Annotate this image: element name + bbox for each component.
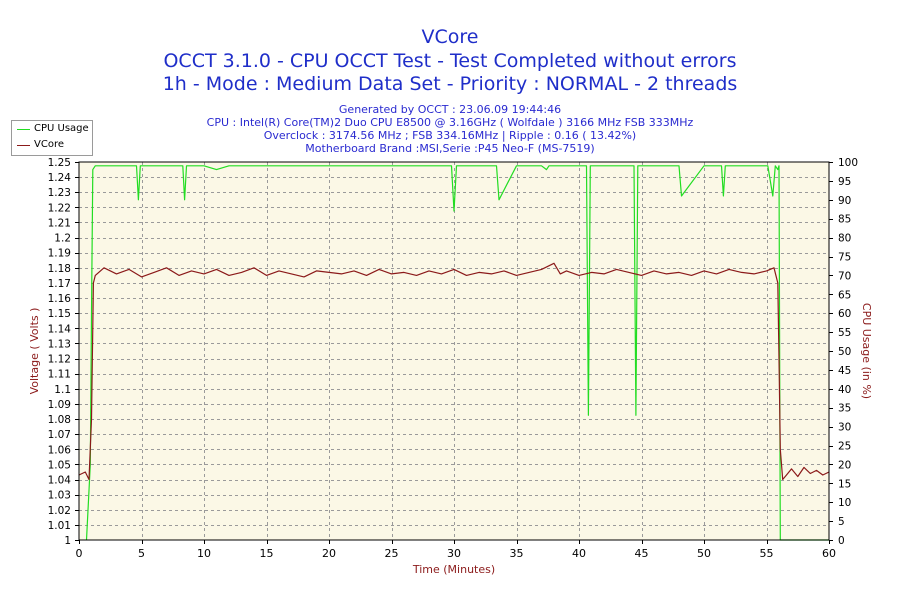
x-tick-label: 20	[322, 547, 336, 560]
series-layer	[78, 165, 830, 541]
legend-item-vcore: VCore	[12, 137, 92, 153]
info-generated: Generated by OCCT : 23.06.09 19:44:46	[338, 103, 562, 116]
info-cpu: CPU : Intel(R) Core(TM)2 Duo CPU E8500 @…	[206, 116, 694, 129]
y-left-tick-label: 1.21	[48, 217, 71, 229]
y-axis-label-left: Voltage ( Volts )	[28, 308, 41, 395]
info-motherboard: Motherboard Brand :MSI,Serie :P45 Neo-F …	[305, 142, 595, 155]
y-left-tick-label: 1.19	[48, 248, 71, 260]
y-right-tick-label: 65	[838, 289, 851, 301]
grid-lines	[79, 162, 829, 540]
x-tick-label: 30	[447, 547, 461, 560]
x-tick-label: 35	[510, 547, 524, 560]
y-right-tick-label: 30	[838, 422, 851, 434]
x-tick-label: 0	[76, 547, 83, 560]
x-tick-label: 40	[572, 547, 586, 560]
chart-legend: CPU Usage VCore	[11, 120, 93, 156]
chart-title: VCore	[421, 26, 479, 48]
series-line-cpu-usage	[85, 165, 829, 541]
x-tick-label: 25	[385, 547, 399, 560]
y-left-tick-label: 1.09	[48, 399, 71, 411]
info-overclock: Overclock : 3174.56 MHz ; FSB 334.16MHz …	[263, 129, 637, 142]
y-right-tick-label: 35	[838, 403, 851, 415]
y-right-tick-label: 15	[838, 478, 851, 490]
y-left-tick-label: 1.03	[48, 490, 71, 502]
y-left-tick-label: 1.14	[48, 323, 72, 335]
y-right-tick-label: 50	[838, 346, 851, 358]
x-axis-label: Time (Minutes)	[412, 563, 495, 576]
legend-item-cpu-usage: CPU Usage	[12, 121, 92, 137]
y-right-tick-label: 40	[838, 384, 851, 396]
x-tick-label: 55	[760, 547, 774, 560]
y-left-tick-label: 1.22	[48, 202, 71, 214]
y-right-tick-label: 90	[838, 195, 851, 207]
x-tick-label: 50	[697, 547, 711, 560]
y-left-tick-label: 1.25	[48, 157, 71, 169]
y-right-tick-label: 20	[838, 459, 851, 471]
y-right-tick-label: 75	[838, 252, 851, 264]
y-left-tick-label: 1.16	[48, 293, 72, 305]
y-right-tick-label: 70	[838, 270, 851, 282]
y-left-tick-label: 1.01	[48, 520, 71, 532]
y-left-tick-label: 1.15	[48, 308, 71, 320]
y-left-tick-label: 1.2	[54, 233, 71, 245]
chart-subtitle-2: 1h - Mode : Medium Data Set - Priority :…	[162, 73, 738, 95]
legend-swatch-vcore	[17, 145, 30, 146]
y-left-tick-label: 1.04	[48, 475, 72, 487]
y-axis-label-right: CPU Usage (in %)	[860, 303, 873, 399]
y-left-tick-label: 1.1	[54, 384, 71, 396]
y-left-tick-label: 1.06	[48, 444, 72, 456]
y-right-tick-label: 60	[838, 308, 851, 320]
y-left-tick-label: 1.11	[48, 369, 71, 381]
y-right-tick-label: 5	[838, 516, 845, 528]
x-tick-label: 60	[822, 547, 836, 560]
y-left-tick-label: 1.02	[48, 505, 71, 517]
y-right-tick-label: 80	[838, 233, 851, 245]
y-left-tick-label: 1.07	[48, 429, 71, 441]
y-right-tick-label: 100	[838, 157, 858, 169]
y-left-tick-label: 1.23	[48, 187, 71, 199]
y-right-tick-label: 85	[838, 214, 851, 226]
y-right-tick-label: 25	[838, 441, 851, 453]
y-left-tick-label: 1.12	[48, 354, 71, 366]
x-tick-label: 5	[138, 547, 145, 560]
x-tick-label: 10	[197, 547, 211, 560]
y-left-tick-label: 1.24	[48, 172, 72, 184]
y-right-tick-label: 10	[838, 497, 851, 509]
x-tick-label: 45	[635, 547, 649, 560]
y-left-tick-label: 1.18	[48, 263, 71, 275]
legend-label-cpu-usage: CPU Usage	[34, 123, 89, 134]
y-left-tick-label: 1.17	[48, 278, 71, 290]
legend-swatch-cpu-usage	[17, 129, 30, 130]
y-left-tick-label: 1	[64, 535, 71, 547]
axes: 0 5 10 15 20 25 30 35 40 45 50 55 6011.011.021.031.0…	[48, 157, 858, 560]
y-right-tick-label: 45	[838, 365, 851, 377]
legend-label-vcore: VCore	[34, 139, 64, 150]
y-left-tick-label: 1.13	[48, 338, 71, 350]
chart-subtitle-1: OCCT 3.1.0 - CPU OCCT Test - Test Comple…	[163, 50, 737, 72]
x-tick-label: 15	[260, 547, 274, 560]
y-left-tick-label: 1.05	[48, 459, 71, 471]
y-right-tick-label: 95	[838, 176, 851, 188]
y-right-tick-label: 55	[838, 327, 851, 339]
y-left-tick-label: 1.08	[48, 414, 71, 426]
y-right-tick-label: 0	[838, 535, 845, 547]
series-line-vcore	[78, 262, 830, 481]
